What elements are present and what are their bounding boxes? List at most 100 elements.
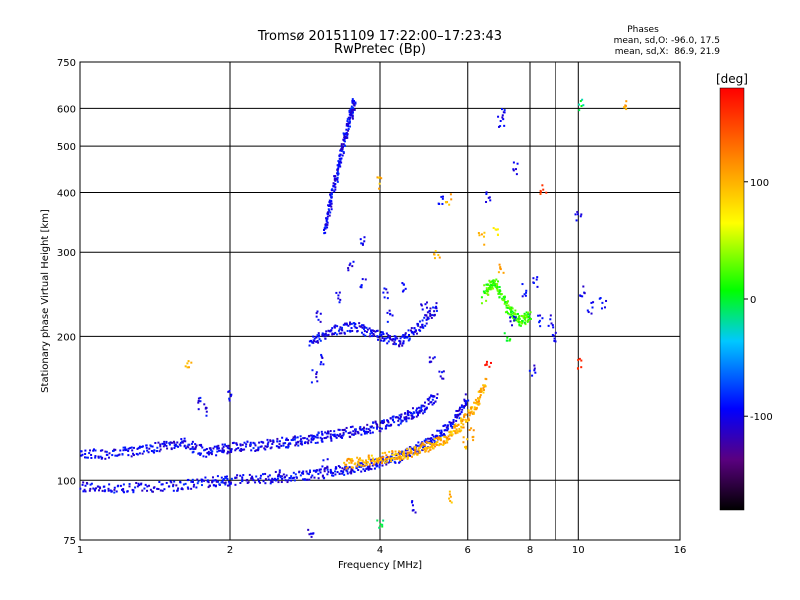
scatter-point bbox=[414, 511, 417, 514]
scatter-point bbox=[554, 331, 557, 334]
scatter-point bbox=[359, 457, 362, 460]
scatter-point bbox=[316, 380, 319, 383]
scatter-point bbox=[523, 293, 526, 296]
scatter-point bbox=[343, 473, 346, 476]
scatter-point bbox=[156, 487, 159, 490]
scatter-point bbox=[404, 412, 407, 415]
scatter-point bbox=[285, 437, 288, 440]
scatter-point bbox=[385, 463, 388, 466]
scatter-point bbox=[357, 458, 360, 461]
scatter-point bbox=[399, 415, 402, 418]
scatter-point bbox=[217, 444, 220, 447]
scatter-point bbox=[349, 459, 352, 462]
scatter-point bbox=[235, 476, 238, 479]
scatter-point bbox=[195, 444, 198, 447]
scatter-point bbox=[494, 285, 497, 288]
scatter-point bbox=[411, 415, 414, 418]
scatter-point bbox=[386, 460, 389, 463]
scatter-point bbox=[367, 454, 370, 457]
scatter-point bbox=[371, 459, 374, 462]
scatter-point bbox=[482, 384, 485, 387]
scatter-point bbox=[199, 453, 202, 456]
scatter-point bbox=[396, 453, 399, 456]
scatter-point bbox=[330, 471, 333, 474]
scatter-point bbox=[424, 438, 427, 441]
scatter-point bbox=[432, 447, 435, 450]
scatter-point bbox=[410, 450, 413, 453]
scatter-point bbox=[380, 456, 383, 459]
scatter-point bbox=[431, 433, 434, 436]
scatter-point bbox=[492, 281, 495, 284]
scatter-point bbox=[326, 211, 329, 214]
scatter-point bbox=[465, 403, 468, 406]
scatter-point bbox=[541, 317, 544, 320]
scatter-point bbox=[363, 325, 366, 328]
scatter-point bbox=[496, 284, 499, 287]
scatter-point bbox=[196, 482, 199, 485]
scatter-point bbox=[380, 427, 383, 430]
scatter-point bbox=[485, 363, 488, 366]
scatter-point bbox=[84, 484, 87, 487]
scatter-point bbox=[290, 479, 293, 482]
scatter-point bbox=[286, 446, 289, 449]
scatter-point bbox=[172, 489, 175, 492]
scatter-point bbox=[354, 102, 357, 105]
scatter-point bbox=[229, 482, 232, 485]
scatter-point bbox=[350, 105, 353, 108]
scatter-point bbox=[226, 484, 229, 487]
scatter-point bbox=[237, 447, 240, 450]
scatter-point bbox=[472, 435, 475, 438]
scatter-point bbox=[306, 472, 309, 475]
scatter-point bbox=[336, 170, 339, 173]
scatter-point bbox=[479, 391, 482, 394]
scatter-point bbox=[259, 481, 262, 484]
scatter-point bbox=[351, 101, 354, 104]
scatter-point bbox=[161, 483, 164, 486]
scatter-point bbox=[525, 311, 528, 314]
grid-lines bbox=[80, 62, 680, 540]
scatter-point bbox=[408, 337, 411, 340]
scatter-point bbox=[382, 456, 385, 459]
scatter-point bbox=[121, 453, 124, 456]
scatter-point bbox=[369, 332, 372, 335]
scatter-point bbox=[482, 387, 485, 390]
scatter-point bbox=[472, 439, 475, 442]
scatter-point bbox=[452, 421, 455, 424]
scatter-point bbox=[230, 393, 233, 396]
scatter-point bbox=[297, 440, 300, 443]
scatter-point bbox=[399, 337, 402, 340]
scatter-point bbox=[186, 362, 189, 365]
scatter-point bbox=[220, 476, 223, 479]
scatter-point bbox=[329, 433, 332, 436]
scatter-point bbox=[275, 478, 278, 481]
scatter-point bbox=[255, 475, 258, 478]
scatter-point bbox=[431, 438, 434, 441]
scatter-point bbox=[532, 281, 535, 284]
scatter-point bbox=[103, 485, 106, 488]
scatter-point bbox=[314, 470, 317, 473]
scatter-point bbox=[228, 397, 231, 400]
scatter-point bbox=[549, 314, 552, 317]
scatter-point bbox=[239, 444, 242, 447]
scatter-point bbox=[513, 312, 516, 315]
scatter-point bbox=[529, 317, 532, 320]
scatter-point bbox=[106, 453, 109, 456]
scatter-point bbox=[429, 446, 432, 449]
scatter-point bbox=[360, 470, 363, 473]
scatter-point bbox=[346, 118, 349, 121]
scatter-point bbox=[325, 334, 328, 337]
scatter-point bbox=[393, 421, 396, 424]
scatter-point bbox=[516, 320, 519, 323]
scatter-point bbox=[346, 134, 349, 137]
scatter-point bbox=[169, 480, 172, 483]
scatter-point bbox=[366, 461, 369, 464]
scatter-point bbox=[403, 336, 406, 339]
scatter-point bbox=[377, 336, 380, 339]
scatter-point bbox=[354, 326, 357, 329]
scatter-point bbox=[325, 217, 328, 220]
scatter-point bbox=[424, 449, 427, 452]
scatter-point bbox=[230, 449, 233, 452]
scatter-point bbox=[173, 444, 176, 447]
scatter-point bbox=[383, 421, 386, 424]
